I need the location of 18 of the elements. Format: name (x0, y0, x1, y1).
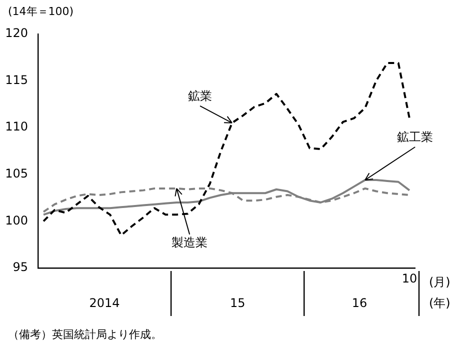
text: 製造業 (172, 236, 208, 250)
y-tick-label: 95 (12, 260, 28, 274)
y-tick-label: 105 (5, 166, 28, 181)
text: 15 (230, 296, 246, 310)
y-tick-label: 110 (5, 120, 28, 134)
text: 16 (352, 296, 368, 310)
y-tick-label: 115 (5, 72, 28, 87)
y-tick-label: 100 (5, 213, 28, 228)
y-axis-title: (14年＝100) (8, 4, 74, 18)
x-axis-title: (月) (429, 275, 450, 290)
x-tick-label: 10 (402, 271, 418, 286)
line-series (42, 62, 410, 236)
text: （備考）英国統計局より作成。 (8, 328, 162, 341)
text: 鉱工業 (397, 130, 434, 144)
text: 2014 (89, 296, 120, 310)
y-tick-label: 120 (5, 26, 28, 40)
text: 鉱業 (188, 89, 212, 104)
text: (年) (429, 296, 450, 310)
